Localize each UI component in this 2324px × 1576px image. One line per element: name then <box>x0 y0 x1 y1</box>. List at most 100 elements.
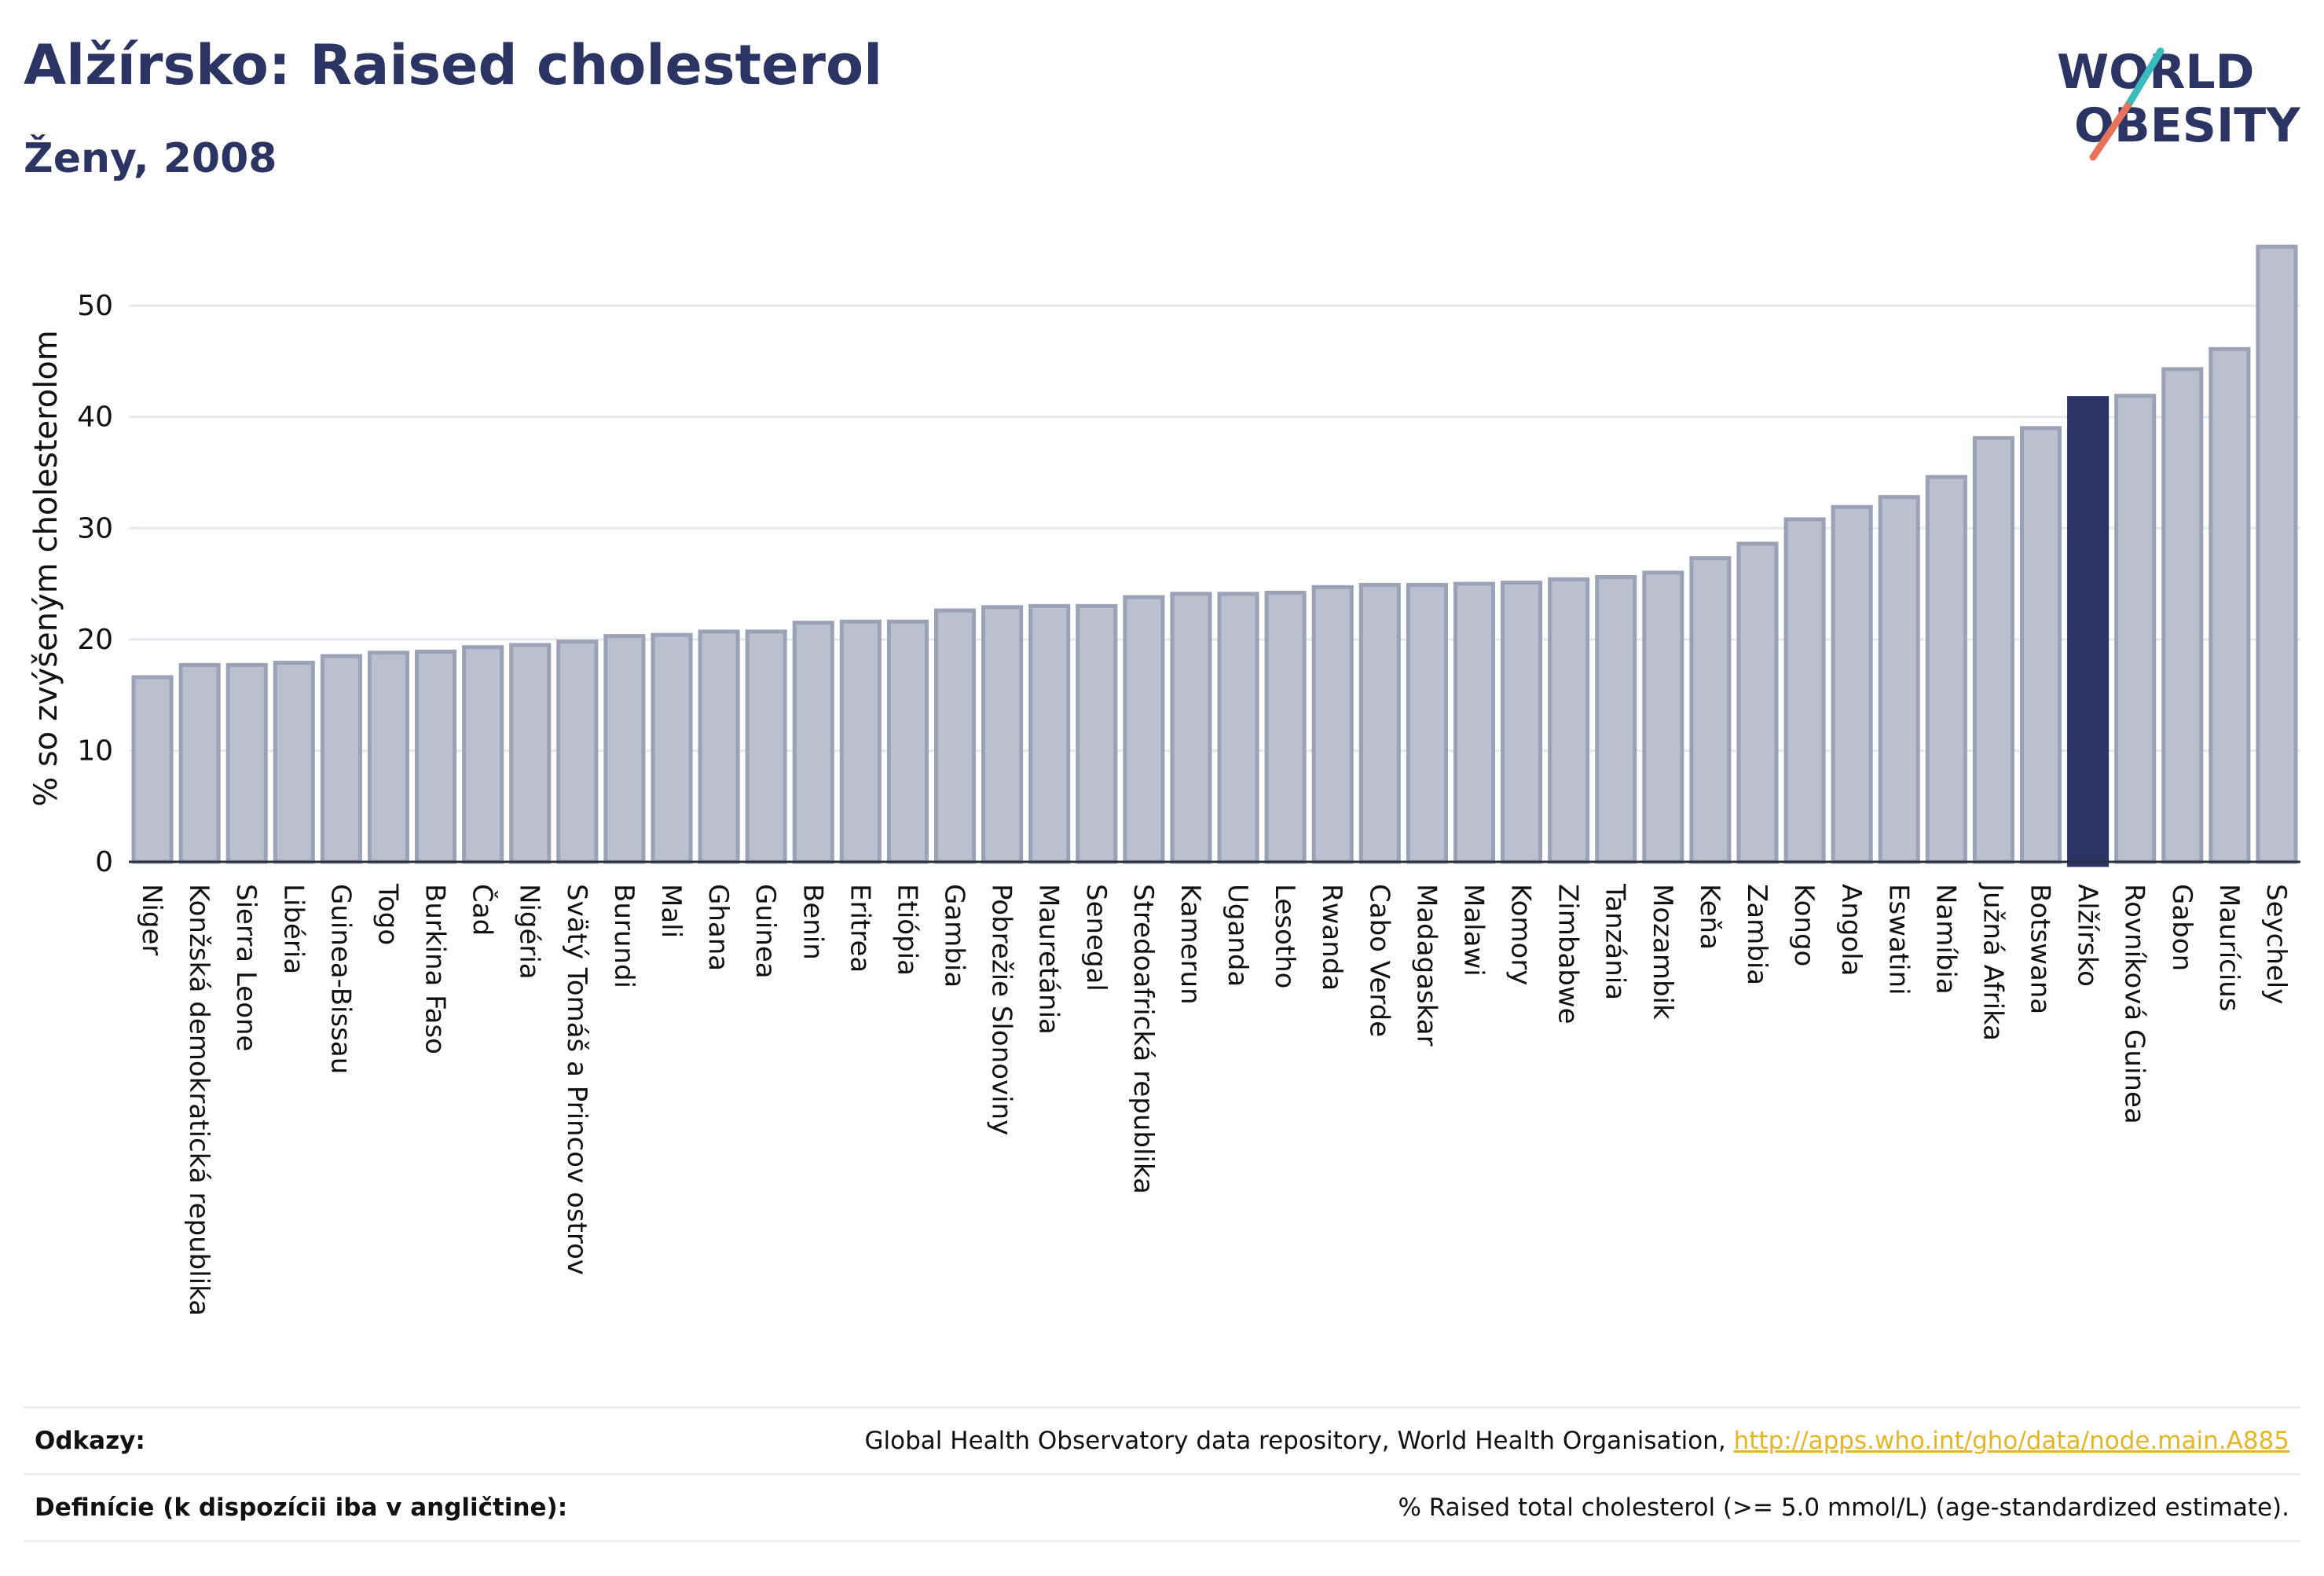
bar[interactable] <box>1972 436 2014 864</box>
x-tick-label: Rwanda <box>1316 884 1347 991</box>
x-tick-label: Gambia <box>939 884 970 988</box>
x-tick-label: Cabo Verde <box>1363 884 1395 1037</box>
x-tick-label: Etiópia <box>891 884 922 976</box>
y-tick-label: 10 <box>77 735 113 767</box>
bar[interactable] <box>981 605 1024 864</box>
y-tick-label: 0 <box>95 846 113 878</box>
bar[interactable] <box>1925 475 1967 864</box>
bar[interactable] <box>1453 581 1496 864</box>
y-axis-label: % so zvýšeným cholesterolom <box>28 330 64 807</box>
bar[interactable] <box>792 621 834 864</box>
bar[interactable] <box>839 619 882 864</box>
chart-subtitle: Ženy, 2008 <box>24 135 277 182</box>
x-tick-label: Konžská demokratická republika <box>183 884 214 1316</box>
x-tick-label: Maurícius <box>2213 884 2245 1012</box>
x-tick-label: Eritrea <box>844 884 875 973</box>
bar[interactable] <box>1783 517 1826 864</box>
x-tick-label: Angola <box>1835 884 1867 976</box>
x-tick-label: Gabon <box>2166 884 2198 971</box>
bar[interactable] <box>2161 367 2204 864</box>
bar[interactable] <box>651 632 693 864</box>
bar[interactable] <box>886 619 929 864</box>
bar[interactable] <box>603 634 646 864</box>
x-tick-label: Malawi <box>1457 884 1489 977</box>
bar[interactable] <box>698 629 740 864</box>
bar[interactable] <box>1170 592 1212 864</box>
bar[interactable] <box>1406 582 1448 864</box>
chart-title: Alžírsko: Raised cholesterol <box>24 33 883 97</box>
bar[interactable] <box>1595 575 1637 864</box>
bar-highlight[interactable] <box>2067 396 2110 867</box>
x-tick-label: Ghana <box>702 884 734 971</box>
x-tick-label: Južná Afrika <box>1977 882 2008 1041</box>
x-tick-label: Mauretánia <box>1033 884 1065 1035</box>
bar[interactable] <box>1123 595 1165 864</box>
definitions-label: Definície (k dispozícii iba v angličtine… <box>35 1494 568 1522</box>
x-tick-label: Keňa <box>1694 884 1725 950</box>
bar[interactable] <box>273 661 315 864</box>
bar[interactable] <box>178 662 221 864</box>
bar[interactable] <box>2209 346 2251 864</box>
bar[interactable] <box>462 645 504 864</box>
x-axis-labels: Niger Konžská demokratická republika Sierr… <box>136 882 2292 1316</box>
sources-link[interactable]: http://apps.who.int/gho/data/node.main.A… <box>1733 1427 2289 1455</box>
bar[interactable] <box>933 608 977 864</box>
logo-slash-teal <box>2124 47 2165 110</box>
y-tick-label: 50 <box>77 290 113 322</box>
x-tick-label: Burkina Faso <box>420 884 451 1054</box>
bar[interactable] <box>2019 426 2062 864</box>
bar[interactable] <box>131 675 174 864</box>
bar[interactable] <box>1501 581 1543 864</box>
y-axis-ticks: 0 10 20 30 40 50 <box>77 290 113 878</box>
sources-text: Global Health Observatory data repositor… <box>864 1427 1734 1455</box>
x-tick-label: Benin <box>797 884 828 960</box>
sources-label: Odkazy: <box>35 1427 145 1455</box>
x-tick-label: Čad <box>467 884 499 936</box>
x-tick-label: Komory <box>1505 884 1537 985</box>
bar[interactable] <box>2114 394 2157 864</box>
y-tick-label: 20 <box>77 624 113 656</box>
x-tick-label: Stredoafrická republika <box>1127 884 1159 1194</box>
x-tick-label: Pobrežie Slonoviny <box>986 884 1017 1135</box>
bar[interactable] <box>1311 585 1354 864</box>
sources-value: Global Health Observatory data repositor… <box>865 1427 2289 1455</box>
bar[interactable] <box>1264 590 1307 864</box>
x-tick-label: Guinea <box>750 884 781 979</box>
bar[interactable] <box>1076 603 1118 864</box>
x-tick-label: Niger <box>136 884 167 955</box>
bar[interactable] <box>225 662 268 864</box>
x-tick-label: Zambia <box>1741 884 1772 985</box>
bar[interactable] <box>1642 570 1684 864</box>
x-tick-label: Uganda <box>1222 884 1253 987</box>
bar[interactable] <box>1028 603 1071 864</box>
bar[interactable] <box>320 654 362 864</box>
bar-chart: 0 10 20 30 40 50 Niger Konžská demokratická re… <box>28 244 2300 1316</box>
bar[interactable] <box>1878 495 1920 864</box>
bar[interactable] <box>1831 504 1873 864</box>
x-tick-label: Svätý Tomáš a Princov ostrov <box>561 884 592 1275</box>
logo-slash-coral <box>2089 102 2132 161</box>
x-tick-label: Lesotho <box>1269 884 1300 988</box>
bar[interactable] <box>509 643 552 864</box>
bar[interactable] <box>1217 592 1259 864</box>
bars <box>131 244 2298 867</box>
bar[interactable] <box>1689 555 1732 864</box>
bar[interactable] <box>1548 577 1590 864</box>
x-tick-label: Rovníková Guinea <box>2119 884 2150 1124</box>
bar[interactable] <box>1358 582 1401 864</box>
x-tick-label: Kamerun <box>1175 884 1206 1005</box>
bar[interactable] <box>2256 244 2298 864</box>
y-tick-label: 30 <box>77 512 113 544</box>
bar[interactable] <box>556 640 599 864</box>
x-tick-label: Sierra Leone <box>230 884 262 1051</box>
sources-row: Odkazy: Global Health Observatory data r… <box>24 1406 2300 1473</box>
world-obesity-logo: WORLD OBESITY <box>2043 24 2310 165</box>
x-tick-label: Mali <box>655 884 687 938</box>
bar[interactable] <box>745 629 787 864</box>
bar[interactable] <box>415 649 457 864</box>
x-tick-label: Burundi <box>608 884 640 988</box>
bar[interactable] <box>1736 541 1779 864</box>
x-tick-label: Tanzánia <box>1600 883 1631 1000</box>
definitions-row: Definície (k dispozícii iba v angličtine… <box>24 1473 2300 1542</box>
bar[interactable] <box>367 651 410 864</box>
